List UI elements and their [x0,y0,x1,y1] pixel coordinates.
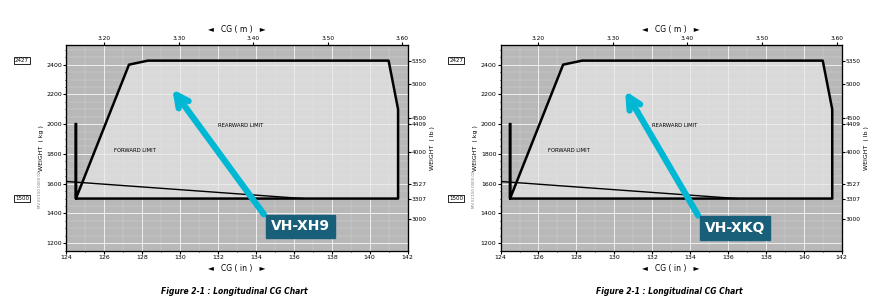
Text: VH-XKQ: VH-XKQ [705,221,766,235]
X-axis label: ◄   CG ( m )   ►: ◄ CG ( m ) ► [642,25,700,34]
Text: MV EC150 0000 02: MV EC150 0000 02 [472,170,476,208]
Y-axis label: WEIGHT  ( lb ): WEIGHT ( lb ) [864,126,868,170]
Text: 1500: 1500 [15,196,29,201]
X-axis label: ◄   CG ( m )   ►: ◄ CG ( m ) ► [208,25,266,34]
X-axis label: ◄   CG ( in )   ►: ◄ CG ( in ) ► [642,264,700,273]
Y-axis label: WEIGHT  ( kg ): WEIGHT ( kg ) [473,125,478,171]
Text: VH-XH9: VH-XH9 [271,220,330,233]
Polygon shape [510,61,832,199]
Text: 2427: 2427 [449,58,463,63]
Text: REARWARD LIMIT: REARWARD LIMIT [218,123,263,128]
Text: FORWARD LIMIT: FORWARD LIMIT [113,149,156,153]
Text: FORWARD LIMIT: FORWARD LIMIT [548,149,590,153]
Text: Figure 2-1 : Longitudinal CG Chart: Figure 2-1 : Longitudinal CG Chart [161,287,308,296]
Y-axis label: WEIGHT  ( kg ): WEIGHT ( kg ) [39,125,43,171]
Y-axis label: WEIGHT  ( lb ): WEIGHT ( lb ) [430,126,434,170]
X-axis label: ◄   CG ( in )   ►: ◄ CG ( in ) ► [208,264,266,273]
Polygon shape [76,61,398,199]
Text: 2427: 2427 [15,58,29,63]
Text: MV EC150 0000 02: MV EC150 0000 02 [38,170,42,208]
Text: REARWARD LIMIT: REARWARD LIMIT [652,123,697,128]
Text: Figure 2-1 : Longitudinal CG Chart: Figure 2-1 : Longitudinal CG Chart [595,287,742,296]
Text: 1500: 1500 [449,196,463,201]
